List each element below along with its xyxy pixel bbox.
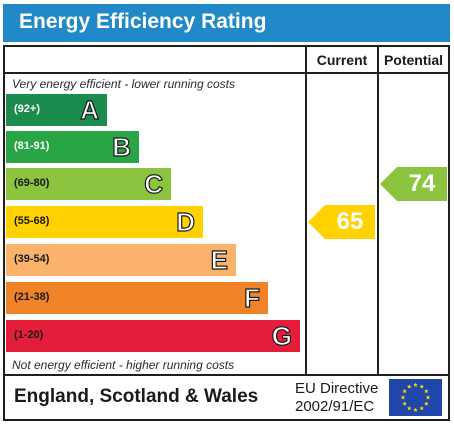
column-header-current: Current [316, 52, 368, 68]
band-range-c: (69-80) [14, 177, 50, 189]
chart-title: Energy Efficiency Rating [19, 10, 267, 33]
band-e: (39-54) E [6, 244, 236, 276]
potential-rating-value: 74 [408, 170, 436, 197]
potential-rating-arrow-body [397, 167, 447, 201]
band-range-f: (21-38) [14, 291, 50, 303]
divider-current [305, 45, 307, 376]
rating-frame [3, 45, 450, 421]
band-f: (21-38) F [6, 282, 268, 314]
directive-line-2: 2002/91/EC [295, 398, 375, 415]
band-range-a: (92+) [14, 103, 40, 115]
eu-star-icon [406, 384, 412, 389]
potential-rating-arrow-tip [380, 167, 397, 201]
band-letter-b: B [112, 131, 132, 162]
divider-potential [377, 45, 379, 376]
eu-star-icon [402, 388, 407, 394]
current-rating-arrow-tip [308, 205, 325, 239]
column-header-potential: Potential [383, 52, 444, 68]
potential-rating-arrow: 74 [380, 167, 447, 201]
band-g: (1-20) G [6, 320, 300, 352]
band-range-e: (39-54) [14, 253, 50, 265]
eu-star-icon [402, 401, 407, 406]
eu-star-icon [406, 405, 412, 411]
band-letter-c: C [144, 168, 164, 199]
title-bar: Energy Efficiency Rating [3, 4, 450, 42]
eu-star-icon [419, 384, 425, 389]
eu-star-icon [419, 405, 425, 411]
band-range-b: (81-91) [14, 140, 50, 152]
current-rating-arrow: 65 [308, 205, 375, 239]
current-rating-arrow-body [325, 205, 375, 239]
band-range-g: (1-20) [14, 329, 44, 341]
eu-star-icon [413, 407, 418, 412]
band-letter-f: F [244, 282, 261, 313]
footer-region: England, Scotland & Wales [14, 386, 259, 407]
band-d: (55-68) D [6, 206, 203, 238]
note-inefficient: Not energy efficient - higher running co… [12, 358, 235, 372]
current-rating-value: 65 [336, 208, 364, 235]
note-efficient: Very energy efficient - lower running co… [12, 77, 235, 91]
directive-line-1: EU Directive [295, 380, 379, 397]
band-b: (81-91) B [6, 131, 139, 163]
eu-star-icon [424, 388, 429, 394]
band-letter-e: E [210, 244, 229, 275]
eu-star-icon [413, 382, 418, 387]
band-a: (92+) A [6, 94, 107, 126]
footer-directive: EU Directive 2002/91/EC [295, 380, 378, 416]
band-range-d: (55-68) [14, 215, 50, 227]
eu-star-icon [424, 401, 429, 406]
footer-divider [3, 374, 450, 376]
band-c: (69-80) C [6, 168, 171, 200]
eu-stars-icon [400, 382, 431, 412]
band-letter-g: G [271, 320, 292, 351]
band-letter-d: D [176, 206, 196, 237]
header-row-divider [3, 72, 450, 74]
eu-star-icon [400, 395, 406, 400]
band-letter-a: A [80, 94, 100, 125]
eu-flag-icon [389, 379, 442, 416]
eu-star-icon [425, 395, 431, 400]
